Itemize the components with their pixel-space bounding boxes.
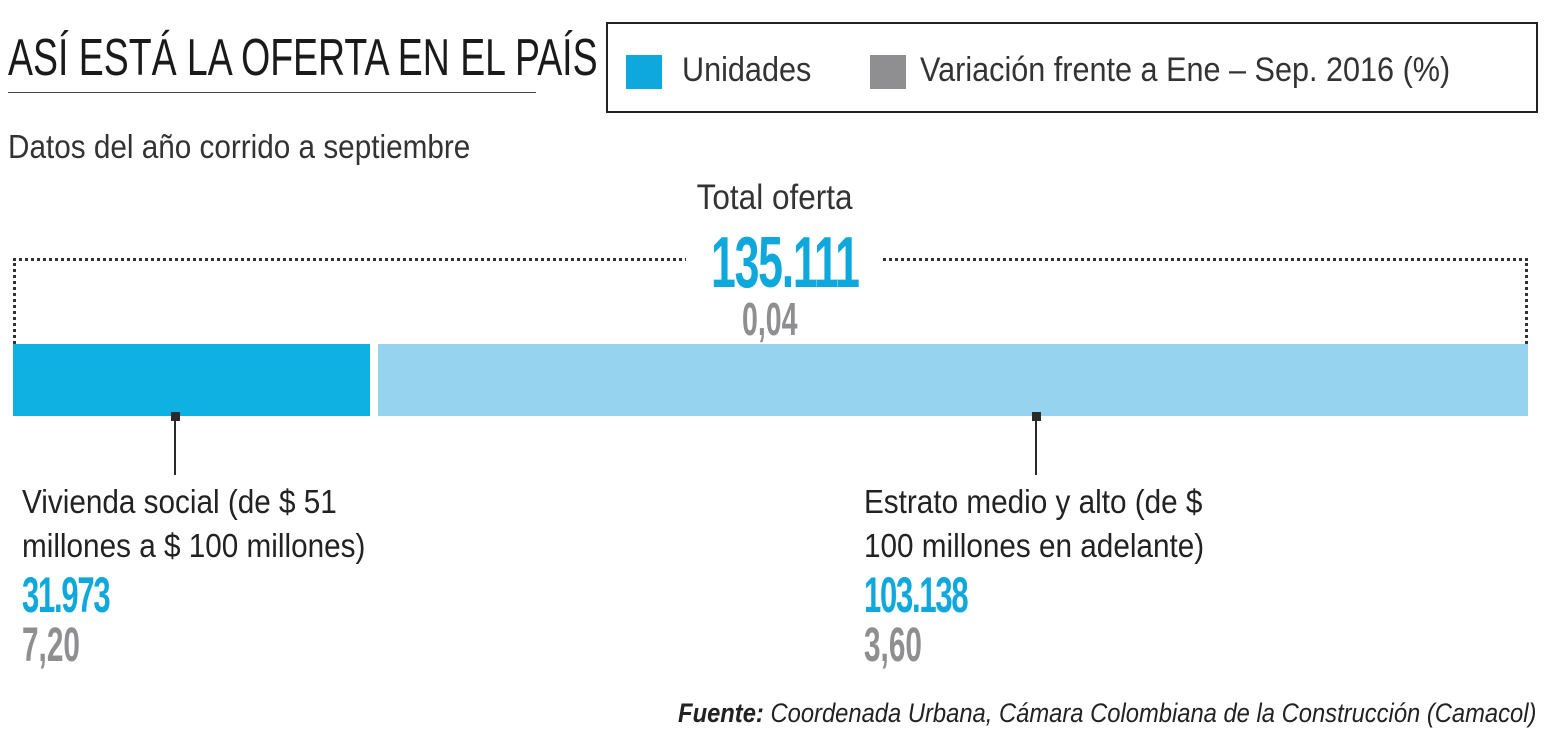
source-text: Coordenada Urbana, Cámara Colombiana de … [763,698,1536,728]
subtitle: Datos del año corrido a septiembre [8,128,471,165]
segment-name-line: millones a $ 100 millones) [22,527,366,564]
segment-variation: 7,20 [22,619,80,672]
title-divider [8,92,536,93]
source-label: Fuente: [677,698,764,728]
bracket-gap [686,250,882,266]
legend-swatch-units [626,55,662,89]
page-title: ASÍ ESTÁ LA OFERTA EN EL PAÍS [8,29,598,87]
segment-name-line: 100 millones en adelante) [864,527,1205,564]
total-variation: 0,04 [742,293,798,345]
segment-label-estrato-medio-alto: Estrato medio y alto (de $ 100 millones … [864,480,1242,568]
legend-swatch-variation [870,55,906,89]
segment-name-line: Vivienda social (de $ 51 [22,483,337,520]
total-title-text: Total oferta [697,178,853,217]
legend-label-units: Unidades [682,51,812,89]
bar-estrato-medio-alto [377,344,1528,416]
total-title: Total oferta [0,178,1550,218]
total-units: 135.111 [711,223,860,303]
bar-marker [171,412,180,421]
source-note: Fuente: Coordenada Urbana, Cámara Colomb… [678,698,1536,729]
segment-label-vivienda-social: Vivienda social (de $ 51 millones a $ 10… [22,480,404,568]
leader-line [174,418,176,475]
legend-label-variation: Variación frente a Ene – Sep. 2016 (%) [920,51,1451,89]
bar-vivienda-social [13,344,370,416]
segment-units: 31.973 [22,567,111,623]
segment-units: 103.138 [864,567,969,623]
leader-line [1035,418,1037,475]
segment-name-line: Estrato medio y alto (de $ [864,483,1203,520]
legend: Unidades Variación frente a Ene – Sep. 2… [606,22,1538,113]
bar-marker [1032,412,1041,421]
segment-variation: 3,60 [864,619,922,672]
